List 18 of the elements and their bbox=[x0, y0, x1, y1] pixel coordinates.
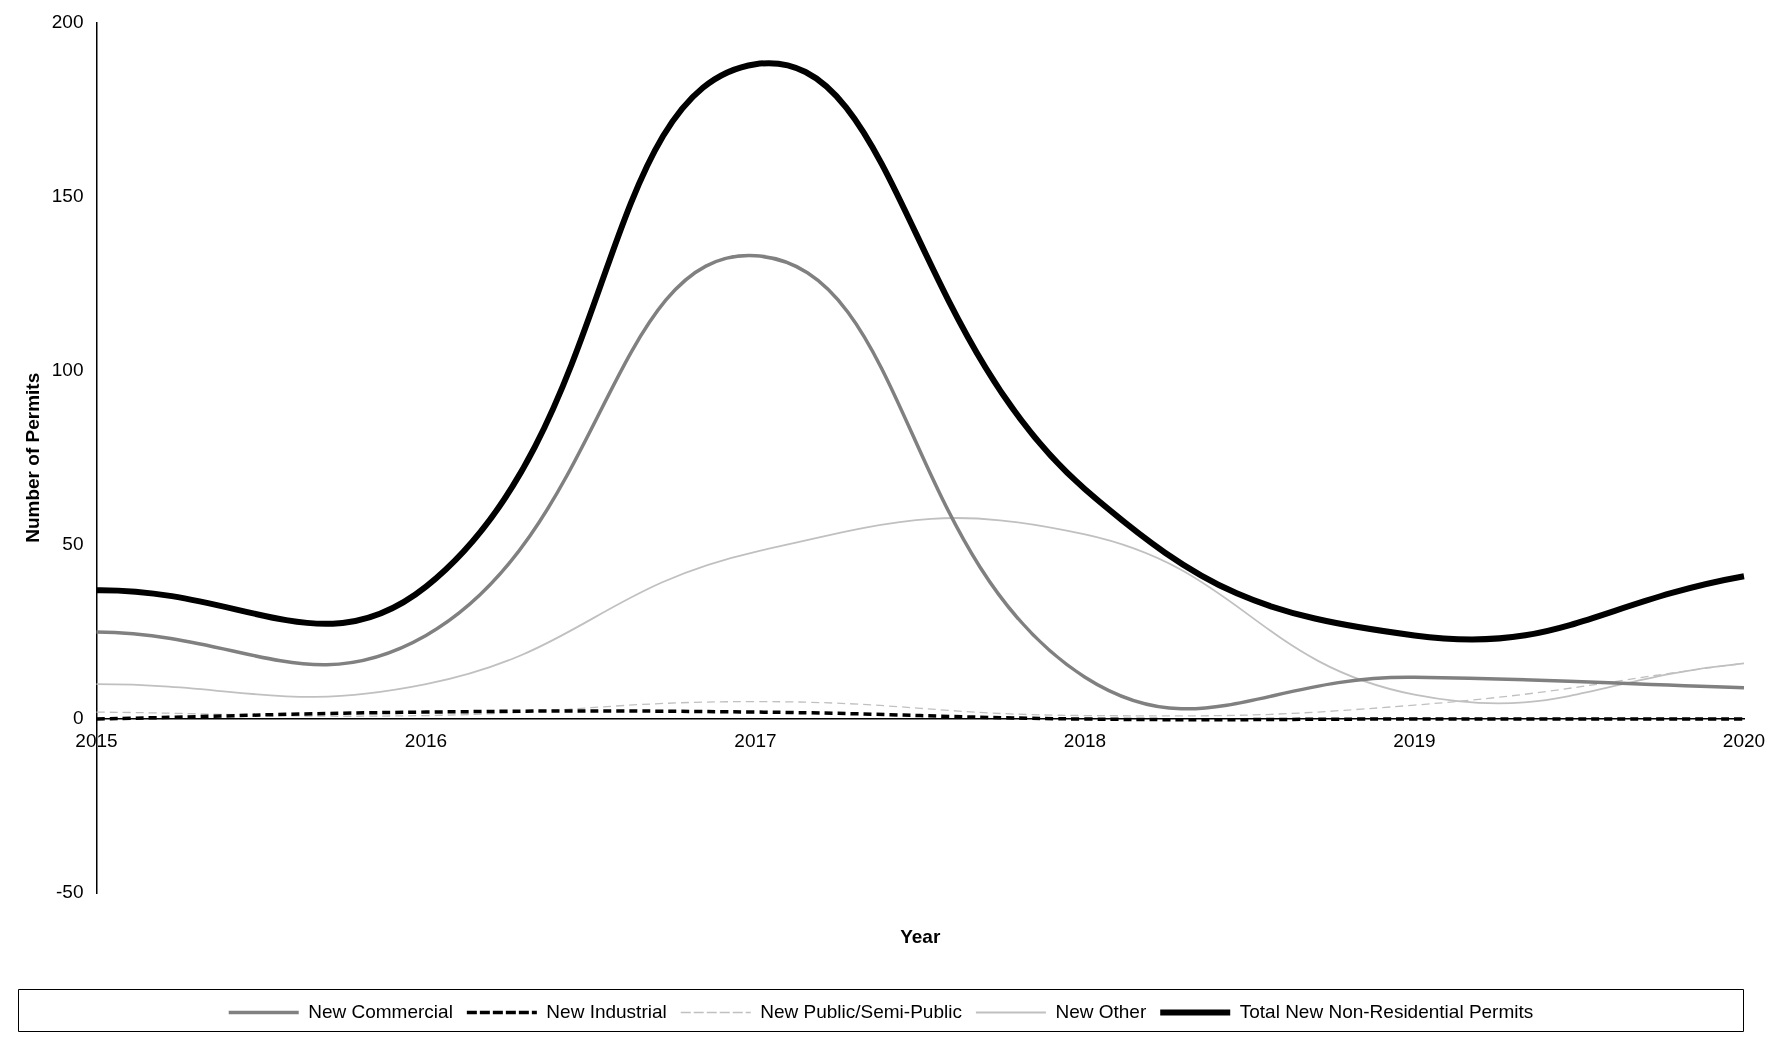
legend-label: New Commercial bbox=[308, 1000, 453, 1022]
x-tick-label: 2017 bbox=[734, 729, 777, 751]
legend-label: New Public/Semi-Public bbox=[760, 1000, 962, 1022]
y-tick-label: -50 bbox=[56, 881, 84, 903]
x-axis-title: Year bbox=[900, 925, 941, 947]
legend-label: New Industrial bbox=[546, 1000, 667, 1022]
y-tick-label: 50 bbox=[62, 533, 84, 555]
x-tick-label: 2016 bbox=[404, 729, 448, 751]
y-axis-title: Number of Permits bbox=[21, 372, 43, 543]
x-tick-label: 2020 bbox=[1722, 729, 1766, 751]
y-tick-label: 200 bbox=[51, 10, 84, 32]
x-tick-label: 2019 bbox=[1393, 729, 1436, 751]
x-tick-label: 2018 bbox=[1063, 729, 1107, 751]
y-tick-label: 0 bbox=[72, 707, 84, 729]
y-tick-label: 150 bbox=[51, 184, 84, 206]
legend-label: Total New Non-Residential Permits bbox=[1239, 1000, 1534, 1022]
y-tick-label: 100 bbox=[51, 358, 84, 380]
legend-label: New Other bbox=[1055, 1000, 1147, 1022]
